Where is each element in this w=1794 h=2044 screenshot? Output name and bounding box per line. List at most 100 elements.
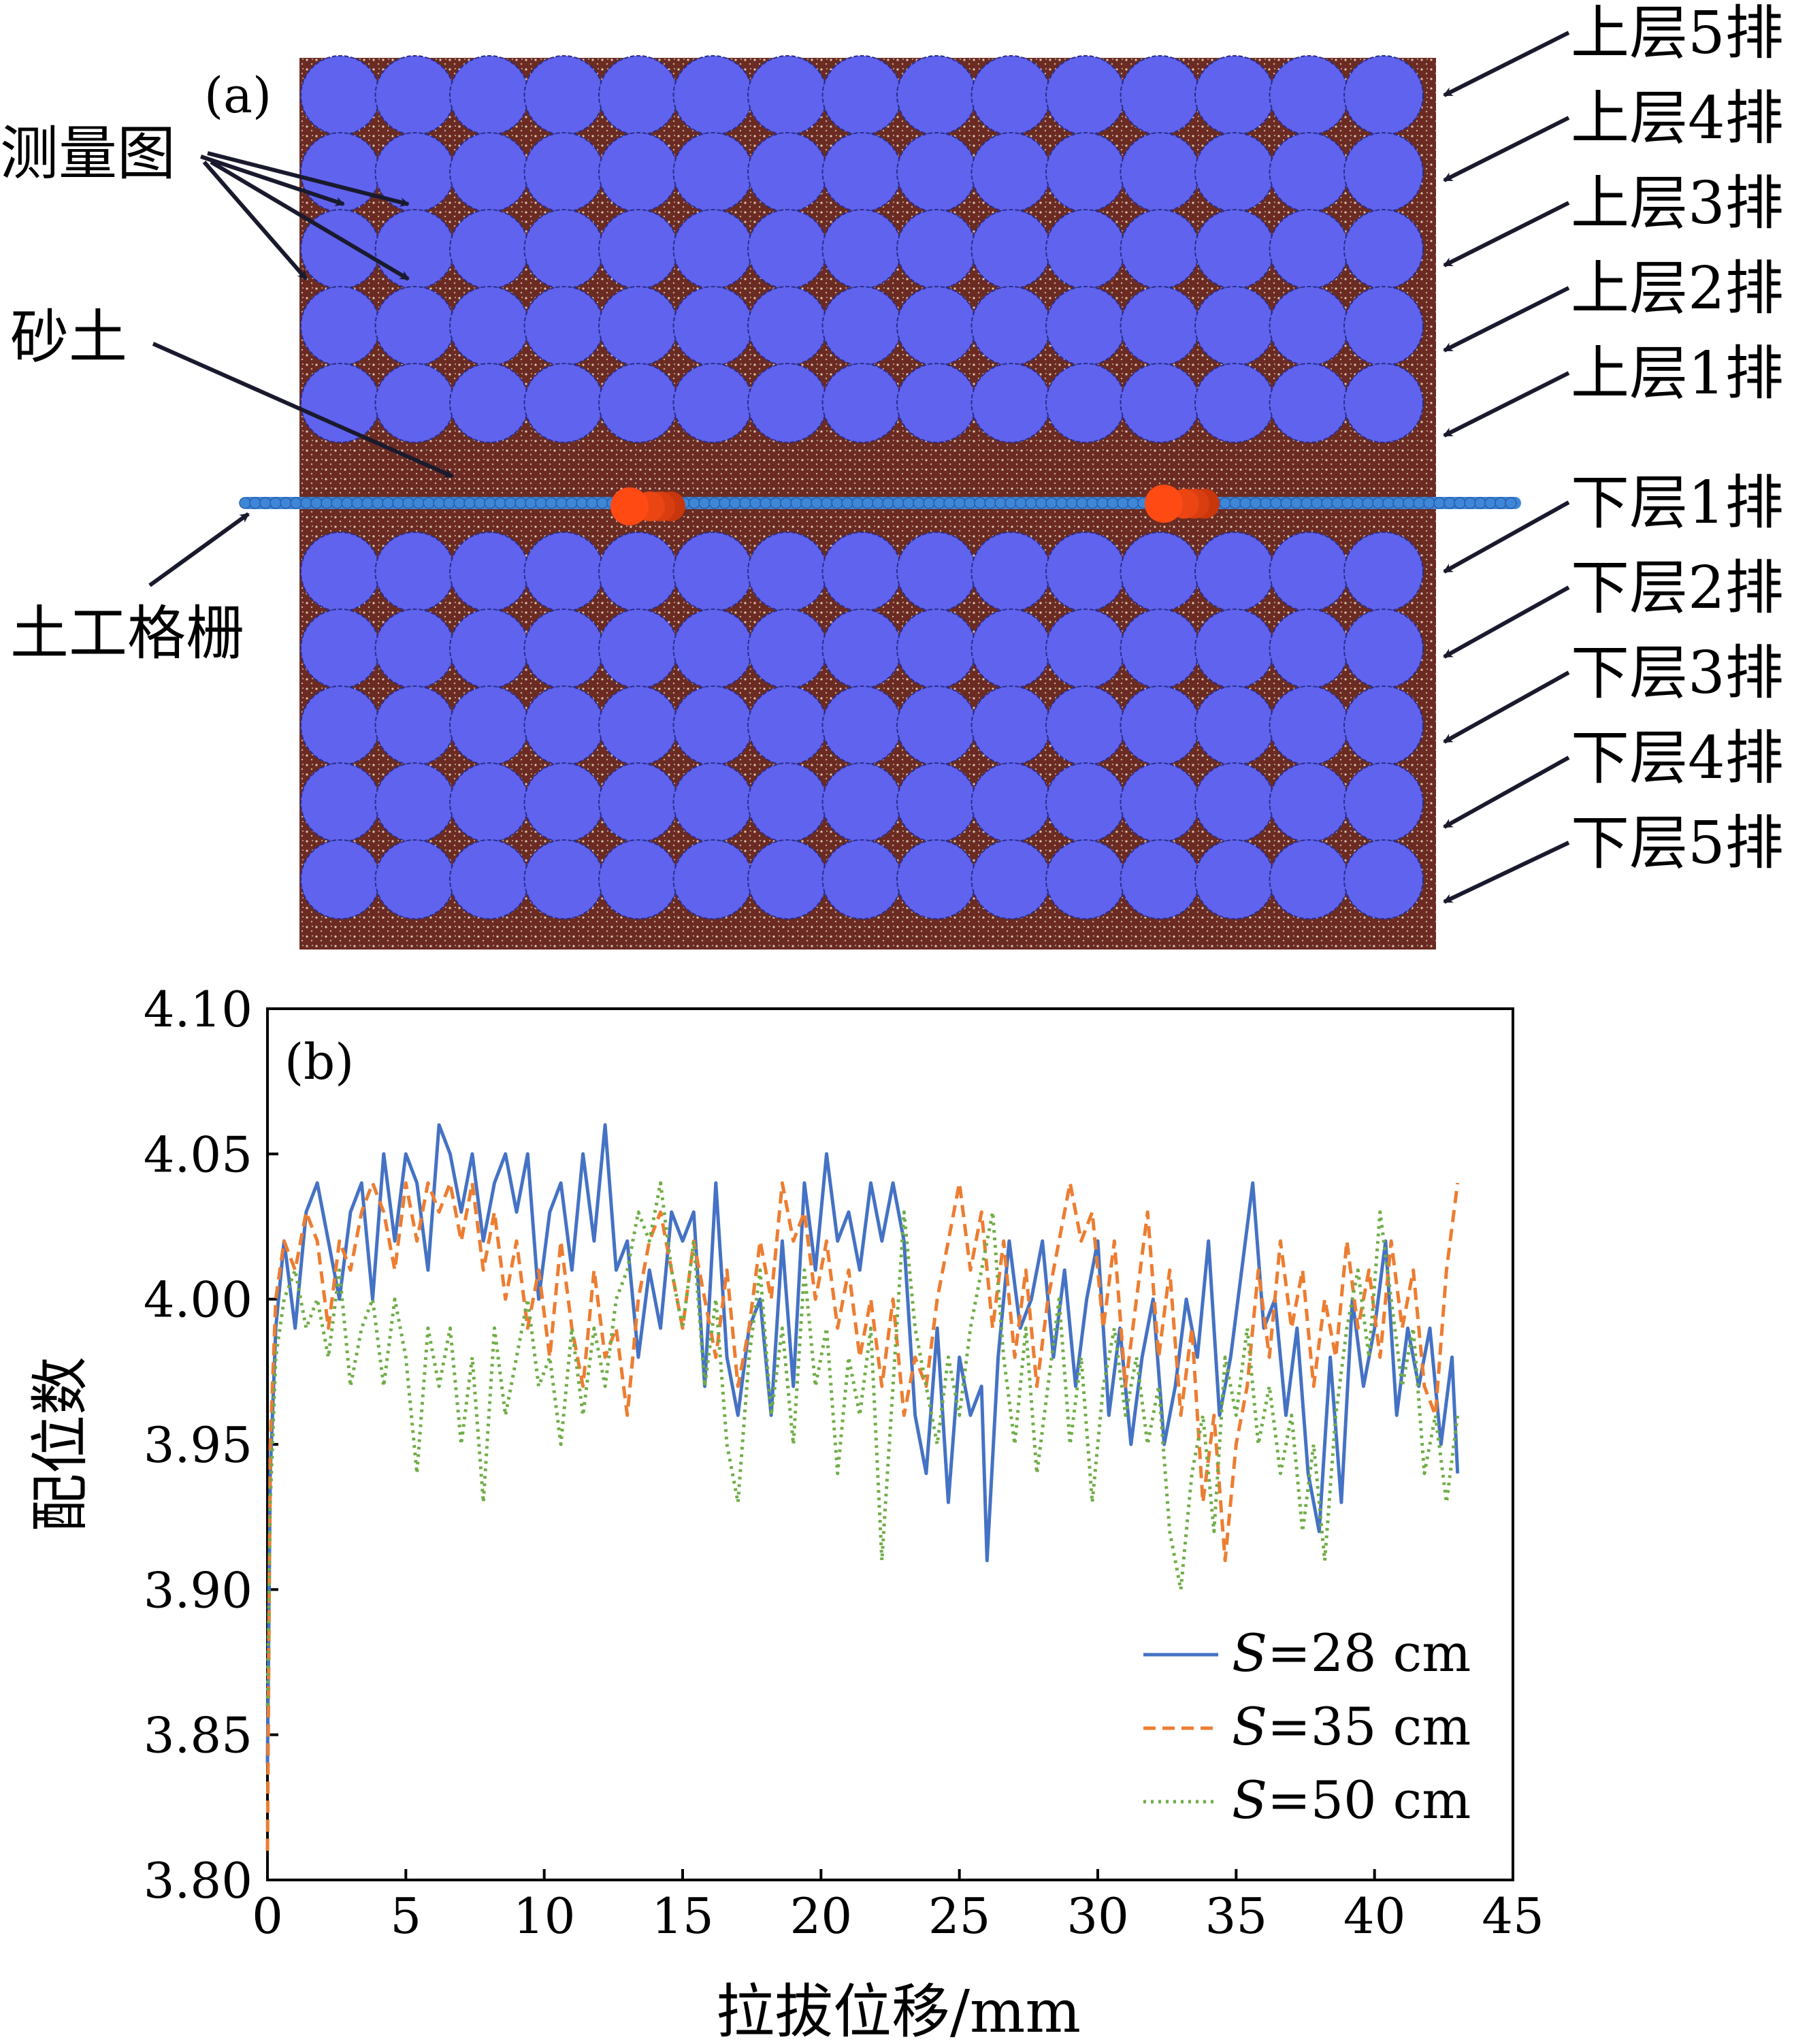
measurement-circle-upper-r1-c11 [1045,55,1126,135]
measurement-circle-lower-r4-c1 [300,762,380,843]
legend: S=28 cm S=35 cm S=50 cm [1143,1623,1471,1830]
geogrid-bead [1107,497,1119,509]
measurement-circle-upper-r3-c4 [523,209,604,289]
measurement-circle-lower-r4-c7 [747,762,828,843]
geogrid-bead [239,497,251,509]
geogrid-bead [555,497,568,509]
measurement-circle-lower-r4-c2 [374,762,455,843]
row-arrow-lower-3 [1443,670,1570,744]
measurement-circle-upper-r4-c7 [747,286,828,366]
x-tick-label: 20 [790,1887,853,1945]
measurement-circle-lower-r4-c11 [1045,762,1126,843]
geogrid-bead [1290,497,1303,509]
measurement-circle-lower-r4-c15 [1343,762,1424,843]
measurement-circle-upper-r1-c14 [1269,55,1350,135]
measurement-circle-lower-r5-c2 [374,839,455,920]
measurement-circle-upper-r3-c12 [1120,209,1201,289]
row-arrow-lower-4 [1443,756,1570,829]
measurement-circle-upper-r1-c1 [300,55,380,135]
measurement-circle-lower-r2-c13 [1194,609,1275,689]
measurement-circle-lower-r5-c9 [896,839,977,920]
geogrid-bead [1495,497,1507,509]
geogrid-bead [923,497,935,509]
geogrid-bead [974,497,986,509]
geogrid-bead [1127,497,1139,509]
measurement-circle-lower-r4-c10 [971,762,1051,843]
row-pointer-arrows [1443,31,1570,904]
measurement-circle-upper-r5-c8 [821,363,902,443]
measurement-circle-upper-r5-c12 [1120,363,1201,443]
measurement-circle-lower-r3-c6 [672,685,753,766]
measurement-circle-lower-r1-c11 [1045,532,1126,612]
row-label-lower-1: 下层1排 [1571,469,1784,537]
measurement-circle-upper-r4-c4 [523,286,604,366]
y-tick-label: 3.90 [144,1561,252,1619]
measurement-circle-lower-r3-c13 [1194,685,1275,766]
measurement-circle-lower-r3-c2 [374,685,455,766]
measurement-circle-lower-r4-c13 [1194,762,1275,843]
geogrid-bead [331,497,343,509]
row-label-lower-3: 下层3排 [1571,639,1784,707]
measurement-circle-upper-r3-c7 [747,209,828,289]
row-arrow-upper-3 [1443,201,1570,267]
x-tick-label: 0 [252,1887,283,1945]
geogrid-bead [984,497,996,509]
measurement-circle-lower-r1-c2 [374,532,455,612]
measurement-circle-upper-r2-c15 [1343,132,1424,212]
geogrid-bead [566,497,578,509]
x-axis-label: 拉拔位移/mm [716,1978,1081,2044]
measurement-circle-upper-r4-c2 [374,286,455,366]
measurement-circle-upper-r1-c4 [523,55,604,135]
geogrid-bead [596,497,608,509]
series-line-2 [265,1181,1460,1851]
measurement-circle-upper-r2-c8 [821,132,902,212]
measurement-circle-upper-r4-c1 [300,286,380,366]
x-tick-label: 5 [390,1887,421,1945]
measurement-circle-upper-r3-c13 [1194,209,1275,289]
geogrid-bead [1311,497,1323,509]
geogrid-bead [1341,497,1354,509]
measurement-circle-lower-r3-c11 [1045,685,1126,766]
geogrid-bead [433,497,445,509]
measurement-circle-upper-r4-c11 [1045,286,1126,366]
geogrid-bead [1229,497,1241,509]
row-arrow-lower-1 [1443,500,1570,574]
geogrid-bead [1454,497,1466,509]
measurement-circle-upper-r1-c13 [1194,55,1275,135]
measurement-circle-upper-r2-c12 [1120,132,1201,212]
geogrid-bead [1045,497,1058,509]
geogrid-bead [1464,497,1476,509]
measurement-circle-lower-r2-c6 [672,609,753,689]
measurement-circle-lower-r2-c10 [971,609,1051,689]
transverse-rib-left [610,487,685,525]
row-arrow-upper-1 [1443,31,1570,97]
row-label-upper-1: 上层5排 [1571,0,1784,67]
measurement-circles-lower [300,532,1424,920]
measurement-circle-lower-r1-c4 [523,532,604,612]
measurement-circle-upper-r2-c6 [672,132,753,212]
geogrid-bead [841,497,853,509]
measurement-circle-lower-r2-c15 [1343,609,1424,689]
geogrid-bead [1382,497,1395,509]
geogrid-bead [1260,497,1272,509]
geogrid-bead [1352,497,1364,509]
measurement-circle-lower-r2-c5 [598,609,679,689]
measurement-circle-upper-r3-c8 [821,209,902,289]
geogrid-bead [882,497,894,509]
geogrid-bead [964,497,976,509]
series-layer [265,1123,1460,1851]
geogrid-bead [739,497,751,509]
measurement-circles-upper [300,55,1424,443]
measurement-circle-lower-r3-c7 [747,685,828,766]
geogrid-beads [239,497,1517,509]
geogrid-bead [1331,497,1343,509]
measurement-circle-lower-r4-c8 [821,762,902,843]
geogrid-bead [688,497,700,509]
measurement-circle-upper-r4-c12 [1120,286,1201,366]
geogrid-bead [1362,497,1374,509]
measurement-circle-lower-r3-c8 [821,685,902,766]
geogrid-bead [423,497,435,509]
measurement-circle-upper-r4-c9 [896,286,977,366]
measurement-circle-lower-r2-c9 [896,609,977,689]
